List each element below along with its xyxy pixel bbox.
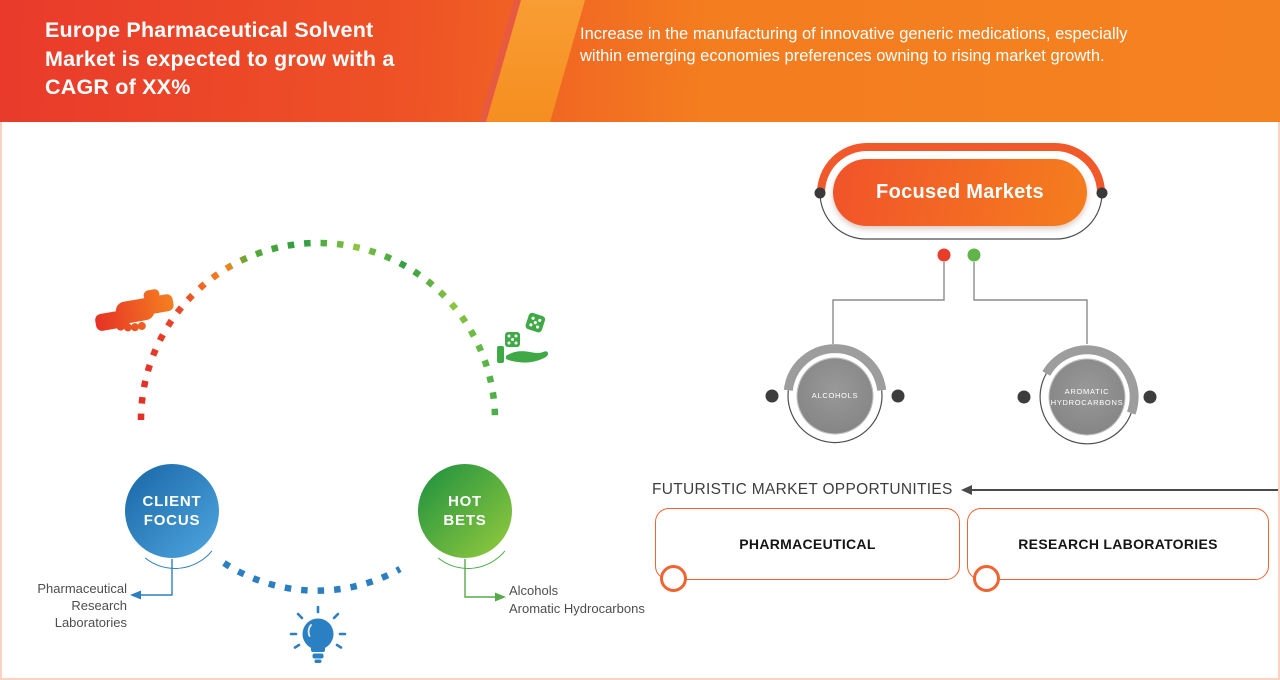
arrow-line xyxy=(969,489,1278,491)
left-arrow-icon xyxy=(960,485,972,495)
handshake-icon xyxy=(95,289,174,332)
hot-bets-circle: HOT BETS xyxy=(418,464,512,558)
lightbulb-icon xyxy=(289,605,347,663)
dice-hand-icon xyxy=(497,312,549,363)
hot-bets-connector xyxy=(464,559,495,598)
pill-orange-arc xyxy=(817,143,1105,194)
client-focus-arrow-icon xyxy=(130,590,141,600)
box-corner-ring-icon xyxy=(660,565,687,592)
node-alcohols xyxy=(765,344,905,444)
node-aromatic-hydrocarbons xyxy=(1017,345,1157,445)
banner-description: Increase in the manufacturing of innovat… xyxy=(580,25,1128,66)
hot-bets-label-line2: BETS xyxy=(443,512,487,529)
green-dot xyxy=(967,248,981,262)
annotation-line: Pharmaceutical xyxy=(37,581,127,596)
hot-bets-arrow-icon xyxy=(495,592,506,602)
client-focus-connector xyxy=(141,559,173,596)
node-label-line: HYDROCARBONS xyxy=(1050,398,1124,407)
pill-left-dot xyxy=(814,187,826,199)
hot-bets-annotation: Alcohols Aromatic Hydrocarbons xyxy=(509,582,709,617)
bottom-arc-dashed xyxy=(222,560,402,594)
box-corner-ring-icon xyxy=(973,565,1000,592)
header-banner: Europe Pharmaceutical Solvent Market is … xyxy=(0,0,1280,122)
annotation-line: Aromatic Hydrocarbons xyxy=(509,600,645,616)
opportunity-box-label: PHARMACEUTICAL xyxy=(739,536,876,552)
client-focus-label-line1: CLIENT xyxy=(142,492,202,510)
opportunity-box-pharmaceutical: PHARMACEUTICAL xyxy=(655,508,960,580)
annotation-line: Research xyxy=(71,598,127,613)
node-aromatic-label: AROMATIC HYDROCARBONS xyxy=(1042,377,1132,417)
client-focus-annotation: Pharmaceutical Research Laboratories xyxy=(8,580,127,631)
pill-right-dot xyxy=(1096,187,1108,199)
stem-left xyxy=(832,262,945,344)
focused-markets-pill: Focused Markets xyxy=(833,159,1087,226)
opportunity-box-research-laboratories: RESEARCH LABORATORIES xyxy=(967,508,1269,580)
hot-bets-label-line1: HOT xyxy=(447,492,483,510)
node-alcohols-label: ALCOHOLS xyxy=(790,376,880,416)
banner-title: Europe Pharmaceutical Solvent Market is … xyxy=(45,18,395,100)
growth-arc-dashed xyxy=(137,239,499,421)
annotation-line: Alcohols xyxy=(509,583,559,598)
annotation-line: Laboratories xyxy=(54,615,127,630)
node-label-line: ALCOHOLS xyxy=(811,391,859,401)
opportunity-box-label: RESEARCH LABORATORIES xyxy=(1018,536,1218,552)
red-dot xyxy=(937,248,951,262)
focused-markets-label: Focused Markets xyxy=(876,181,1044,203)
opportunities-heading-row: FUTURISTIC MARKET OPPORTUNITIES xyxy=(652,481,1278,499)
node-label-line: AROMATIC xyxy=(1064,386,1110,396)
client-focus-label-line2: FOCUS xyxy=(143,512,201,529)
opportunities-heading: FUTURISTIC MARKET OPPORTUNITIES xyxy=(652,481,953,498)
client-focus-circle: CLIENT FOCUS xyxy=(125,464,219,558)
stem-right xyxy=(973,262,1088,344)
